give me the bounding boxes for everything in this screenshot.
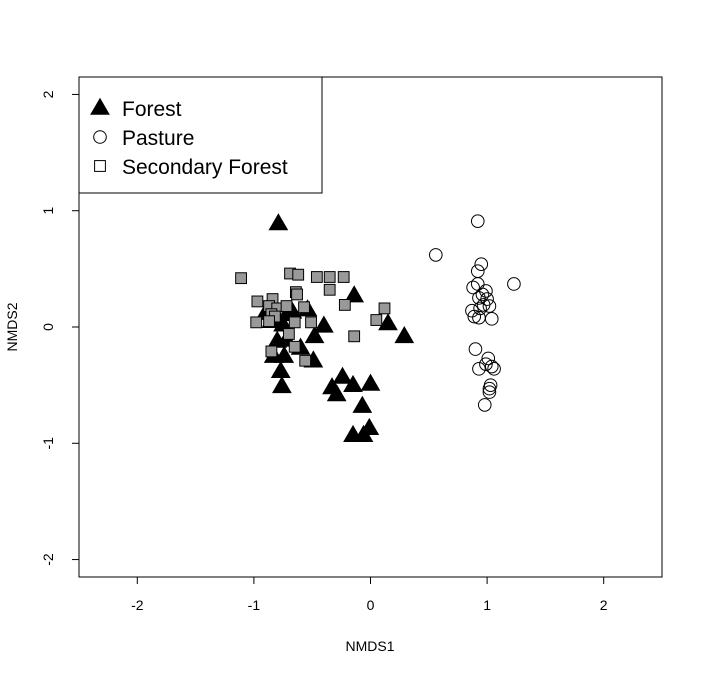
legend-triangle-icon [90,97,110,115]
legend: Forest Pasture Secondary Forest [78,76,323,194]
forest-point [343,374,363,392]
secondary-forest-point [265,345,278,358]
forest-point [326,384,347,402]
pasture-point [476,298,491,312]
secondary-forest-point [323,271,336,283]
x-tick-label: 0 [367,597,375,613]
forest-point [359,417,380,435]
y-axis: -2 -1 0 1 2 [40,90,80,566]
secondary-forest-point [250,316,263,329]
pasture-point [481,351,496,366]
pasture-point [472,310,486,325]
legend-label: Secondary Forest [122,156,288,179]
legend-circle-icon [93,130,107,144]
secondary-forest-point [280,300,293,312]
pasture-point [484,359,499,374]
pasture-point [475,287,490,302]
forest-point [272,376,292,394]
legend-label: Pasture [122,127,194,150]
legend-item-secondary-forest: Secondary Forest [94,156,288,179]
legend-item-forest: Forest [90,97,182,121]
forest-point [394,326,415,344]
legend-box [78,76,323,194]
forest-point [304,326,325,344]
secondary-forest-point [288,340,301,353]
secondary-forest-point [298,301,310,314]
pasture-point [479,357,493,372]
pasture-point [482,381,497,396]
series-forest [255,213,415,442]
y-tick-label: 0 [40,323,56,331]
legend-square-icon [94,160,106,172]
pasture-point [470,264,485,278]
legend-item-pasture: Pasture [93,127,194,150]
secondary-forest-point [235,272,247,285]
pasture-point [487,362,501,376]
forest-point [274,345,295,363]
pasture-point [468,342,483,356]
series-secondary-forest [235,267,391,367]
forest-point [360,373,381,391]
x-axis-title: NMDS1 [345,638,394,654]
secondary-forest-point [310,271,323,283]
secondary-forest-point [378,302,391,315]
pasture-point [470,214,485,228]
secondary-forest-point [263,315,275,328]
y-tick-label: -1 [40,437,56,450]
forest-point [352,395,373,413]
secondary-forest-point [251,295,264,308]
series-pasture [428,214,521,412]
secondary-forest-point [370,314,383,326]
forest-point [332,366,353,384]
pasture-point [428,248,443,262]
y-tick-label: 2 [40,90,56,98]
y-tick-label: -2 [40,553,56,566]
forest-point [344,285,365,303]
pasture-point [482,299,497,313]
y-axis-title: NMDS2 [4,302,20,351]
forest-point [270,360,291,378]
forest-point [268,213,289,231]
x-tick-label: -2 [131,597,144,613]
pasture-point [466,280,480,295]
pasture-point [472,291,486,305]
pasture-point [507,277,521,291]
data-points [235,213,521,442]
pasture-point [474,257,489,272]
secondary-forest-point [305,316,317,329]
pasture-point [465,303,479,318]
legend-label: Forest [122,98,182,121]
secondary-forest-point [292,268,305,281]
secondary-forest-point [282,328,295,340]
x-tick-label: 1 [483,597,491,613]
pasture-point [484,312,499,326]
secondary-forest-point [323,283,336,296]
forest-point [313,315,334,333]
x-tick-label: -1 [248,597,261,613]
secondary-forest-point [288,316,301,329]
pasture-point [482,385,497,399]
x-axis: -2 -1 0 1 2 [131,576,608,613]
secondary-forest-point [291,288,303,301]
secondary-forest-point [348,330,361,343]
forest-point [378,313,398,331]
x-tick-label: 2 [600,597,608,613]
pasture-point [479,284,493,298]
y-tick-label: 1 [40,207,56,215]
pasture-point [477,398,492,412]
secondary-forest-point [337,271,350,283]
secondary-forest-point [299,354,312,367]
pasture-point [472,362,486,376]
pasture-point [467,309,482,324]
secondary-forest-point [338,299,351,311]
